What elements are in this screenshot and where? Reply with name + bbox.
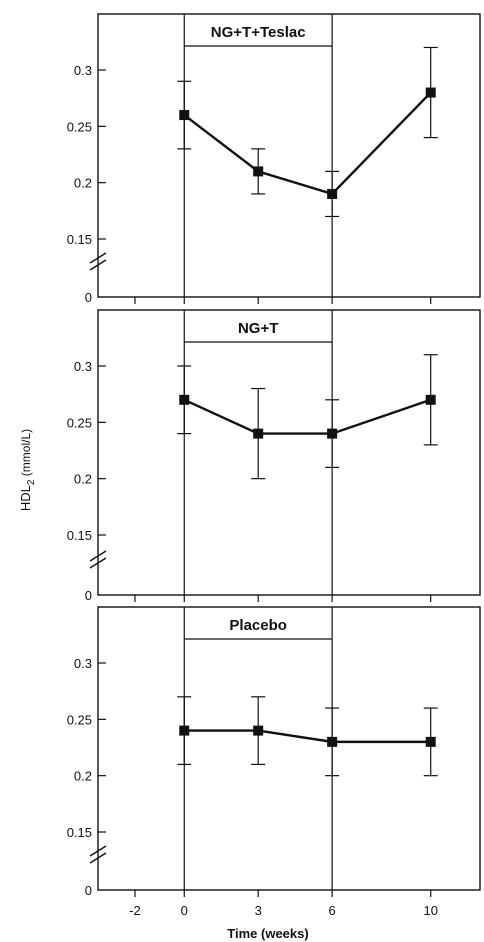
x-tick-label: 6 xyxy=(329,903,336,918)
x-tick-label: -2 xyxy=(129,903,141,918)
data-point xyxy=(327,428,338,439)
data-point xyxy=(179,725,190,736)
y-tick-label: 0.15 xyxy=(67,232,92,247)
y-axis-label-sub: 2 xyxy=(26,479,37,485)
x-tick-label: 0 xyxy=(181,903,188,918)
y-tick-label: 0.3 xyxy=(74,656,92,671)
axis-break-mark xyxy=(89,259,107,271)
y-tick-label: 0.2 xyxy=(74,472,92,487)
y-tick-label: 0 xyxy=(85,883,92,898)
panel-3: 0.3 0.25 0.2 0.15 0 Placebo xyxy=(67,606,481,898)
data-point xyxy=(179,110,190,121)
series-line xyxy=(183,398,432,435)
data-point xyxy=(425,736,436,747)
y-tick-label: 0.3 xyxy=(74,359,92,374)
panel-title: Placebo xyxy=(229,617,287,634)
y-tick-label: 0.15 xyxy=(67,825,92,840)
y-tick-label: 0.3 xyxy=(74,63,92,78)
y-tick-label: 0.25 xyxy=(67,119,92,134)
panel-frame xyxy=(97,13,481,298)
y-tick-label: 0.15 xyxy=(67,528,92,543)
series-line xyxy=(184,729,431,744)
data-point xyxy=(253,725,264,736)
y-tick-label: 0 xyxy=(85,588,92,603)
panel-title: NG+T xyxy=(238,320,278,337)
data-point xyxy=(253,166,264,177)
panel-frame xyxy=(97,606,481,891)
axis-break-mark xyxy=(89,252,107,264)
axis-break-mark xyxy=(89,557,107,569)
data-point xyxy=(425,87,436,98)
data-point xyxy=(327,188,338,199)
axis-break-mark xyxy=(89,550,107,562)
panel-frame xyxy=(97,309,481,596)
x-tick-label: 3 xyxy=(255,903,262,918)
panel-title: NG+T+Teslac xyxy=(211,24,306,41)
data-point xyxy=(253,428,264,439)
y-tick-label: 0.2 xyxy=(74,176,92,191)
y-axis-label: HDL2 (mmol/L) xyxy=(18,429,37,511)
y-axis-label-main: HDL xyxy=(18,485,33,511)
x-axis-label: Time (weeks) xyxy=(227,926,308,941)
panel-2: 0.3 0.25 0.2 0.15 0 NG+T xyxy=(67,309,481,603)
y-tick-label: 0.25 xyxy=(67,415,92,430)
y-tick-label: 0.2 xyxy=(74,769,92,784)
y-tick-label: 0 xyxy=(85,290,92,305)
panel-1: 0.3 0.25 0.2 0.15 0 NG+T+Teslac xyxy=(67,13,481,305)
axis-break-mark xyxy=(89,852,107,864)
y-tick-label: 0.25 xyxy=(67,712,92,727)
axis-break-mark xyxy=(89,845,107,857)
data-point xyxy=(425,394,436,405)
data-point xyxy=(179,394,190,405)
data-point xyxy=(327,736,338,747)
y-axis-label-unit: (mmol/L) xyxy=(19,429,33,480)
series-line xyxy=(183,91,432,196)
x-tick-label: 10 xyxy=(423,903,437,918)
